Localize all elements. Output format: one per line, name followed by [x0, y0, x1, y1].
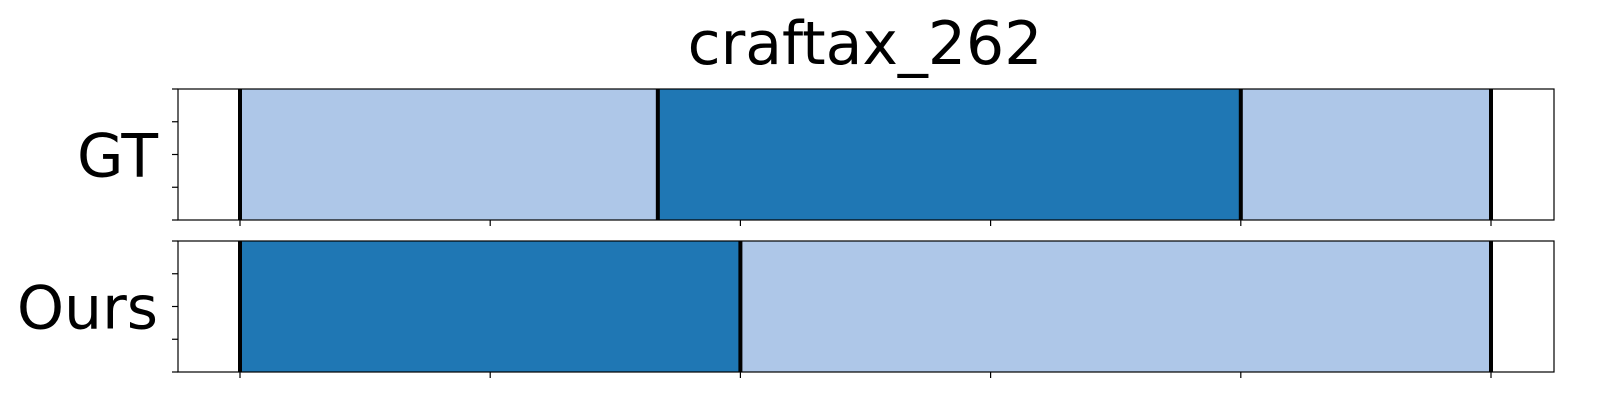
segment-1: [240, 89, 658, 220]
row-gt: GT: [77, 88, 1555, 226]
row-label-ours: Ours: [17, 274, 158, 344]
chart-title: craftax_262: [688, 9, 1043, 79]
segment-1: [240, 241, 741, 372]
rows-layer: GT Ours: [17, 88, 1555, 378]
row-label-gt: GT: [77, 122, 158, 192]
row-ours: Ours: [17, 240, 1555, 378]
segment-2: [657, 89, 1241, 220]
segment-3: [1240, 89, 1491, 220]
segment-2: [740, 241, 1491, 372]
